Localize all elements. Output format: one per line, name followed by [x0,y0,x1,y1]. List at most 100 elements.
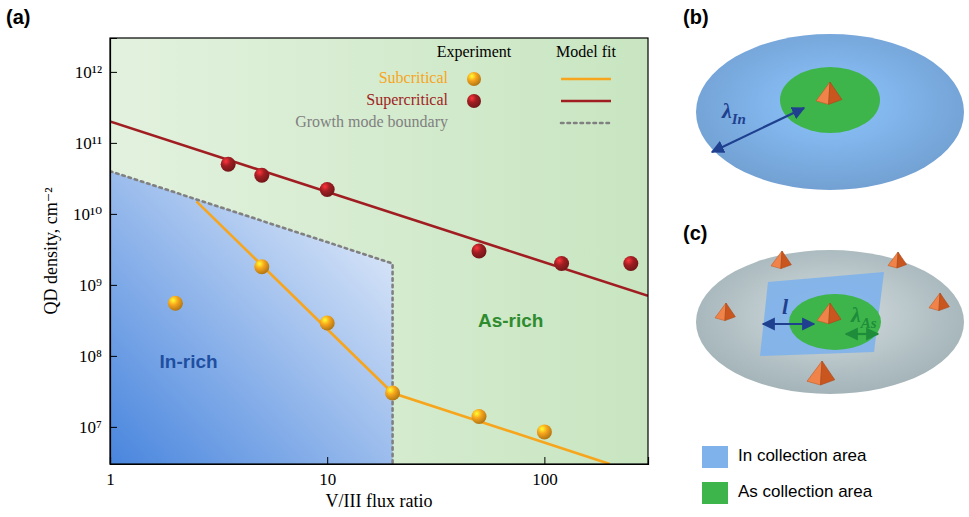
y-tick: 10⁸ [79,347,117,366]
legend-marker [467,94,481,108]
x-axis-title: V/III flux ratio [326,491,433,511]
x-tick-label: 1 [106,470,115,489]
y-axis-line [111,39,118,465]
y-tick: 10¹² [75,63,117,82]
x-axis-line [111,457,649,465]
data-point [471,409,486,424]
quantum-dot [817,303,841,324]
dot-face [821,361,835,385]
legend-label: Growth mode boundary [295,113,448,131]
data-point [554,256,569,271]
data-point [254,259,269,274]
region-label: In-rich [160,351,218,372]
subscript: As [860,315,877,331]
substrate [696,250,964,394]
legend-label: Subcritical [379,69,449,86]
y-axis-title: QD density, cm⁻² [41,187,61,314]
data-point [537,424,552,439]
subscript: In [731,111,746,127]
legend-line [561,78,611,81]
figure: (a)In-richAs-rich11010010⁷10⁸10⁹10¹⁰10¹¹… [0,0,969,517]
data-point [623,256,638,271]
dot-face [725,303,735,321]
boundary-line [110,171,393,464]
x-tick-label: 100 [532,470,558,489]
dot-face [929,293,940,311]
dot-face [888,252,898,268]
arrow [846,333,878,335]
legend-marker [467,72,481,86]
dot-face [829,303,841,324]
quantum-dot [929,293,949,311]
data-point [320,316,335,331]
x-tick-mark [544,457,545,464]
data-point [168,296,183,311]
y-tick-label: 10⁹ [79,276,102,295]
y-tick: 10¹¹ [75,134,117,153]
dot-face [897,252,907,268]
y-tick-label: 10⁸ [79,347,102,366]
y-axis: 10⁷ 10⁸ 10⁹ 10¹⁰ 10¹¹ 10¹² [73,39,117,465]
in-collection-area [696,34,964,190]
y-tick-mark [110,427,117,428]
data-point [385,386,400,401]
legend-swatch [702,482,728,504]
y-tick-mark [110,285,117,286]
y-tick-mark [110,143,117,144]
y-tick-mark [110,356,117,357]
panel-label: (b) [683,6,709,28]
panel-c: (c) l λAs [683,222,964,394]
dot-face [816,82,830,104]
symbol-label: λAs [850,302,877,331]
region-label: As-rich [478,310,543,331]
symbol: λ [850,302,861,327]
legend-header: Experiment [437,43,512,61]
legend-label: As collection area [738,482,873,501]
region-as-rich [110,38,648,464]
symbol-label: λIn [721,98,746,127]
dot-face [817,303,830,324]
y-tick-label: 10¹¹ [75,134,102,153]
symbol: λ [721,98,732,123]
in-collection-area [760,272,884,356]
x-tick: 10 [319,457,336,489]
y-tick: 10⁷ [79,418,117,437]
as-collection-area [789,294,881,350]
dot-face [939,293,949,311]
data-point [320,182,335,197]
legend: ExperimentModel fitSubcriticalSupercriti… [295,43,616,131]
diagram-legend: In collection area As collection area [702,446,873,504]
x-tick: 100 [532,457,558,489]
quantum-dot [816,82,842,104]
marks [110,122,648,464]
quantum-dot [807,361,835,385]
legend-swatch [702,446,728,468]
dot-face [781,251,791,269]
x-tick-mark [327,457,328,464]
dot-face [829,82,842,104]
y-tick-label: 10¹² [75,63,102,82]
y-tick-mark [110,214,117,215]
legend-label: In collection area [738,446,867,465]
arrow [763,323,814,325]
y-tick-label: 10¹⁰ [73,205,102,224]
panel-label: (c) [683,222,707,244]
fit-line [196,201,609,464]
dot-face [807,361,822,385]
y-tick-label: 10⁷ [79,418,102,437]
quantum-dot [771,251,791,269]
panel-b: (b) λIn [683,6,964,190]
data-point [254,168,269,183]
data-point [471,244,486,259]
dot-face [715,303,726,321]
legend-line [561,100,611,103]
symbol: l [782,294,789,319]
region-in-rich-shade [110,171,393,464]
dot-face [771,251,782,269]
y-tick: 10¹⁰ [73,205,117,224]
x-tick-label: 10 [319,470,336,489]
legend-header: Model fit [556,43,617,60]
y-tick: 10⁹ [79,276,117,295]
data-point [221,157,236,172]
quantum-dot [888,252,907,268]
